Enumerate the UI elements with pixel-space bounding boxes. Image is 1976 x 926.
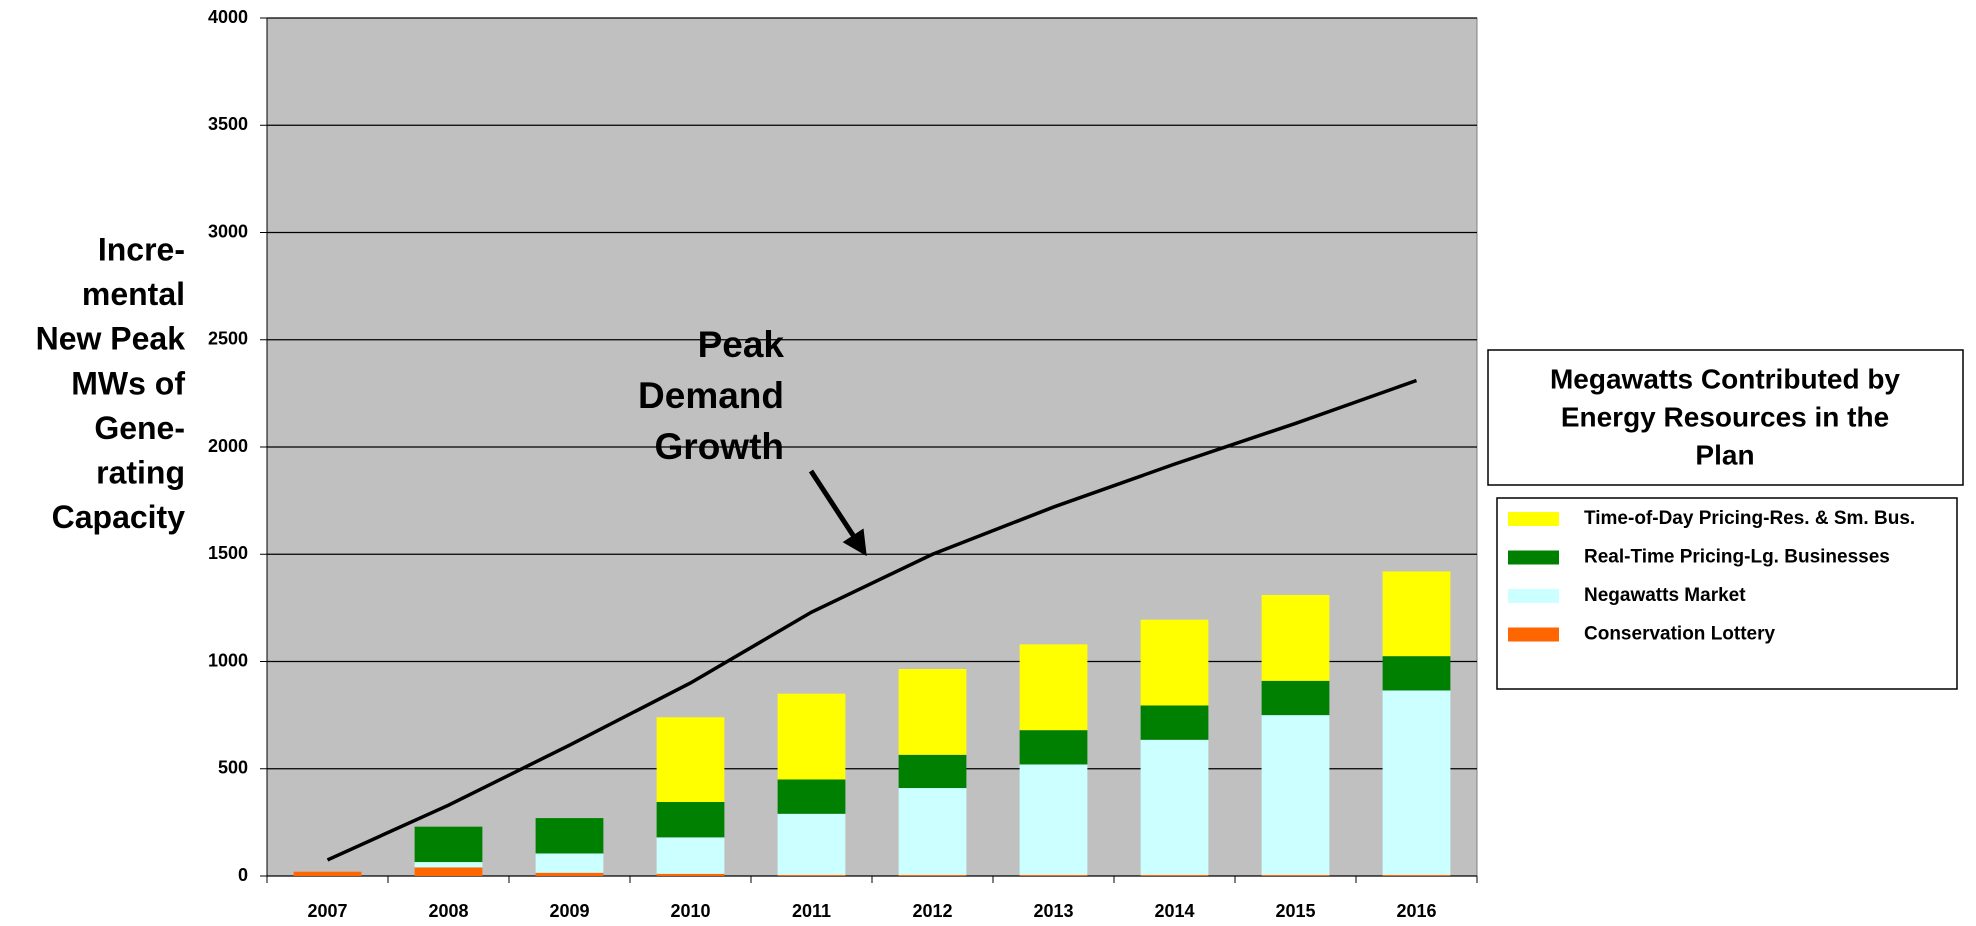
bar-segment	[1019, 730, 1088, 765]
bar-segment	[777, 779, 846, 814]
y-tick-label: 2000	[208, 436, 248, 456]
y-axis-title: rating	[96, 454, 185, 490]
bar-segment	[1261, 715, 1330, 875]
legend-title: Energy Resources in the	[1561, 401, 1889, 432]
bar-segment	[898, 874, 967, 876]
legend-title: Plan	[1695, 439, 1754, 470]
bar-segment	[414, 826, 483, 863]
bar-segment	[777, 874, 846, 876]
bar-segment	[656, 837, 725, 874]
x-tick-label: 2015	[1275, 901, 1315, 921]
bar-segment	[1140, 874, 1209, 876]
legend-swatch	[1508, 589, 1559, 603]
legend-swatch	[1508, 512, 1559, 526]
y-axis-title: Capacity	[52, 499, 186, 535]
y-axis-title: Gene-	[94, 410, 185, 446]
bar-segment	[898, 788, 967, 875]
bar-segment	[777, 813, 846, 875]
bar-segment	[1140, 739, 1209, 875]
x-tick-label: 2007	[307, 901, 347, 921]
bar-segment	[1382, 656, 1451, 691]
bar-segment	[1019, 644, 1088, 731]
legend-label: Time-of-Day Pricing-Res. & Sm. Bus.	[1584, 508, 1915, 529]
bar-segment	[898, 669, 967, 755]
bar-segment	[1140, 705, 1209, 740]
bar-segment	[535, 872, 604, 876]
bar-segment	[1140, 619, 1209, 706]
y-tick-label: 4000	[208, 7, 248, 27]
bar-segment	[535, 818, 604, 854]
bar-segment	[656, 873, 725, 876]
legend-title: Megawatts Contributed by	[1550, 363, 1900, 394]
legend-label: Negawatts Market	[1584, 585, 1746, 606]
bar-segment	[1261, 680, 1330, 716]
x-tick-label: 2008	[428, 901, 468, 921]
legend-swatch	[1508, 627, 1559, 642]
bar-segment	[656, 717, 725, 802]
legend-title-box	[1487, 349, 1964, 486]
x-tick-label: 2016	[1396, 901, 1436, 921]
annotation: Demand	[638, 375, 784, 416]
y-tick-label: 500	[218, 758, 248, 778]
bar-segment	[1382, 571, 1451, 657]
y-axis-title: mental	[82, 276, 185, 312]
legend-swatch	[1508, 550, 1559, 565]
y-tick-label: 1500	[208, 543, 248, 563]
bar-segment	[414, 862, 483, 868]
y-tick-label: 1000	[208, 650, 248, 670]
bar-segment	[535, 853, 604, 873]
y-tick-label: 0	[238, 865, 248, 885]
bar-segment	[293, 871, 362, 876]
x-tick-label: 2010	[670, 901, 710, 921]
annotation: Growth	[655, 426, 784, 467]
x-tick-label: 2011	[792, 901, 831, 921]
legend-label: Real-Time Pricing-Lg. Businesses	[1584, 547, 1890, 568]
y-axis-title: New Peak	[36, 321, 186, 357]
bar-segment	[1261, 874, 1330, 876]
bar-segment	[777, 693, 846, 780]
x-tick-label: 2009	[549, 901, 589, 921]
x-tick-label: 2013	[1033, 901, 1073, 921]
bar-segment	[414, 867, 483, 876]
bar-segment	[1019, 874, 1088, 876]
y-axis-title: MWs of	[71, 365, 185, 401]
bar-segment	[1261, 595, 1330, 681]
y-axis-title: Incre-	[98, 231, 185, 267]
legend-box	[1496, 497, 1958, 690]
demand-line	[326, 378, 1418, 862]
annotation: Peak	[698, 324, 785, 365]
legend-label: Conservation Lottery	[1584, 624, 1776, 645]
bar-segment	[1382, 690, 1451, 875]
bar-segment	[656, 801, 725, 838]
y-tick-label: 3500	[208, 114, 248, 134]
x-tick-label: 2012	[912, 901, 952, 921]
bar-segment	[1019, 764, 1088, 875]
bar-segment	[898, 754, 967, 789]
bar-segment	[1382, 874, 1451, 876]
x-tick-label: 2014	[1154, 901, 1194, 921]
y-tick-label: 3000	[208, 221, 248, 241]
y-tick-label: 2500	[208, 329, 248, 349]
annotation-arrow	[808, 469, 867, 557]
